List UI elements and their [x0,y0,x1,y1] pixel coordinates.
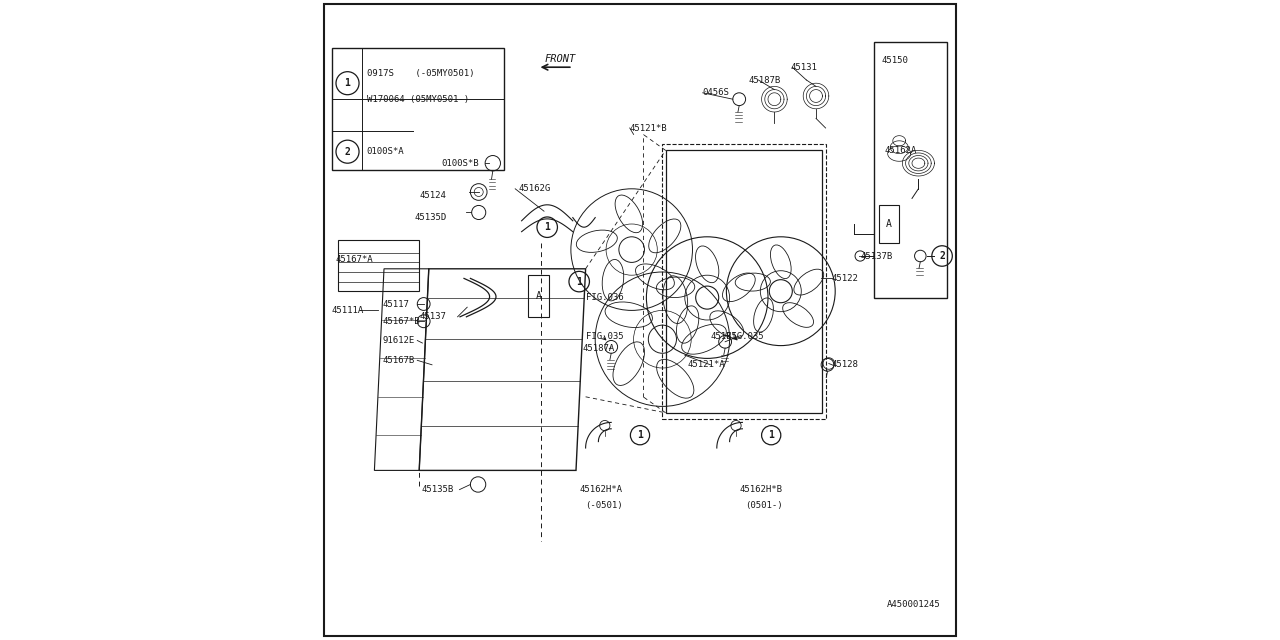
Text: 45135D: 45135D [415,213,447,222]
Text: 45121*A: 45121*A [689,360,726,369]
Text: A: A [535,291,541,301]
Text: 1: 1 [637,430,643,440]
Text: 45124: 45124 [420,191,445,200]
Text: 0917S    (-05MY0501): 0917S (-05MY0501) [367,69,474,78]
Text: 45187B: 45187B [749,76,781,84]
Text: 45122: 45122 [832,274,859,283]
Text: (-0501): (-0501) [585,501,623,510]
Text: 45131: 45131 [791,63,817,72]
Text: 45135B: 45135B [421,485,453,494]
Text: 45117: 45117 [383,300,410,308]
Text: 0456S: 0456S [703,88,730,97]
Text: 45150: 45150 [882,56,909,65]
Bar [529,275,549,317]
Text: W170064 (05MY0501-): W170064 (05MY0501-) [367,95,468,104]
Text: 1: 1 [544,222,550,232]
Text: 1: 1 [768,430,774,440]
Text: 1: 1 [576,276,582,287]
Text: A450001245: A450001245 [887,600,941,609]
Text: 45137: 45137 [420,312,445,321]
Text: FIG.035: FIG.035 [585,332,623,340]
Text: FIG.036: FIG.036 [585,293,623,302]
Text: 45167*A: 45167*A [335,255,374,264]
Text: FIG.035: FIG.035 [727,332,764,340]
Text: 2: 2 [940,251,945,261]
Text: 0100S*A: 0100S*A [367,147,404,156]
Text: 45162G: 45162G [518,184,550,193]
Text: 45167B: 45167B [383,356,415,365]
Text: 45137B: 45137B [860,252,893,260]
Text: 45111A: 45111A [332,306,364,315]
Text: 45167*B: 45167*B [383,317,420,326]
Text: 45128: 45128 [832,360,859,369]
Text: 2: 2 [344,147,351,157]
Bar [332,48,504,170]
Text: FRONT: FRONT [544,54,576,64]
Text: 0100S*B: 0100S*B [442,159,479,168]
Text: 1: 1 [344,78,351,88]
Text: 45162H*A: 45162H*A [580,485,622,494]
Text: 45185: 45185 [710,332,737,340]
Text: 45187A: 45187A [582,344,614,353]
Text: 45162H*B: 45162H*B [740,485,782,494]
Text: 45121*B: 45121*B [630,124,667,132]
Text: 91612E: 91612E [383,336,415,345]
Bar [874,42,947,298]
Text: A: A [886,219,892,229]
Text: 45162A: 45162A [884,146,916,155]
Text: (0501-): (0501-) [745,501,783,510]
Bar [879,205,900,243]
